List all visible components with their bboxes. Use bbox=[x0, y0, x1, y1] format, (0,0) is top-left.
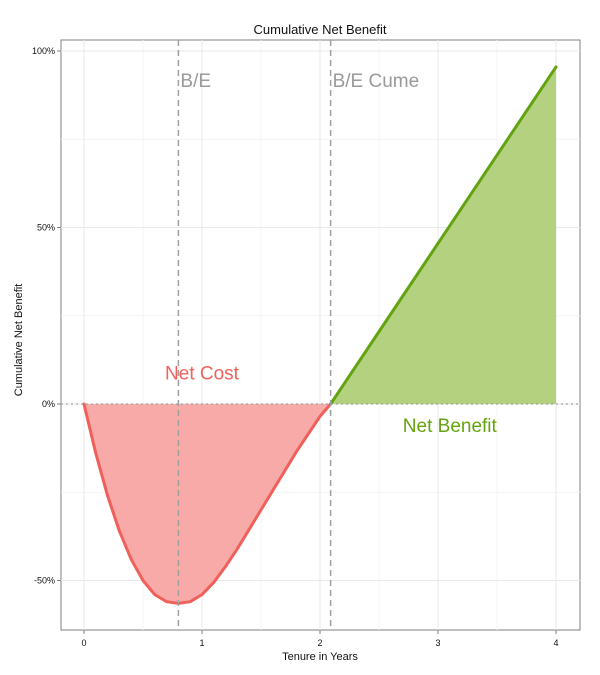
annotation-1: Net Cost bbox=[165, 363, 240, 384]
y-tick-label: 0% bbox=[42, 399, 55, 409]
x-tick-label: 4 bbox=[553, 638, 558, 648]
net-cost-area bbox=[84, 404, 331, 604]
annotation-2: Net Benefit bbox=[403, 416, 498, 437]
x-tick-label: 0 bbox=[81, 638, 86, 648]
x-axis-title: Tenure in Years bbox=[282, 651, 358, 663]
net-benefit-line bbox=[329, 65, 558, 406]
break-even-label-2: B/E Cume bbox=[333, 71, 420, 92]
x-tick-label: 1 bbox=[199, 638, 204, 648]
y-tick-label: 100% bbox=[32, 46, 55, 56]
chart-title: Cumulative Net Benefit bbox=[254, 22, 387, 37]
y-tick-label: -50% bbox=[34, 576, 55, 586]
x-tick-label: 3 bbox=[435, 638, 440, 648]
x-tick-label: 2 bbox=[317, 638, 322, 648]
net-cost-line bbox=[82, 402, 333, 605]
y-tick-label: 50% bbox=[37, 223, 55, 233]
y-axis-title: Cumulative Net Benefit bbox=[13, 284, 25, 397]
plot-area: B/E B/E Cume Net Cost Net Benefit 0 1 2 3 4 -50% 0… bbox=[32, 39, 581, 648]
break-even-label-1: B/E bbox=[180, 71, 211, 92]
